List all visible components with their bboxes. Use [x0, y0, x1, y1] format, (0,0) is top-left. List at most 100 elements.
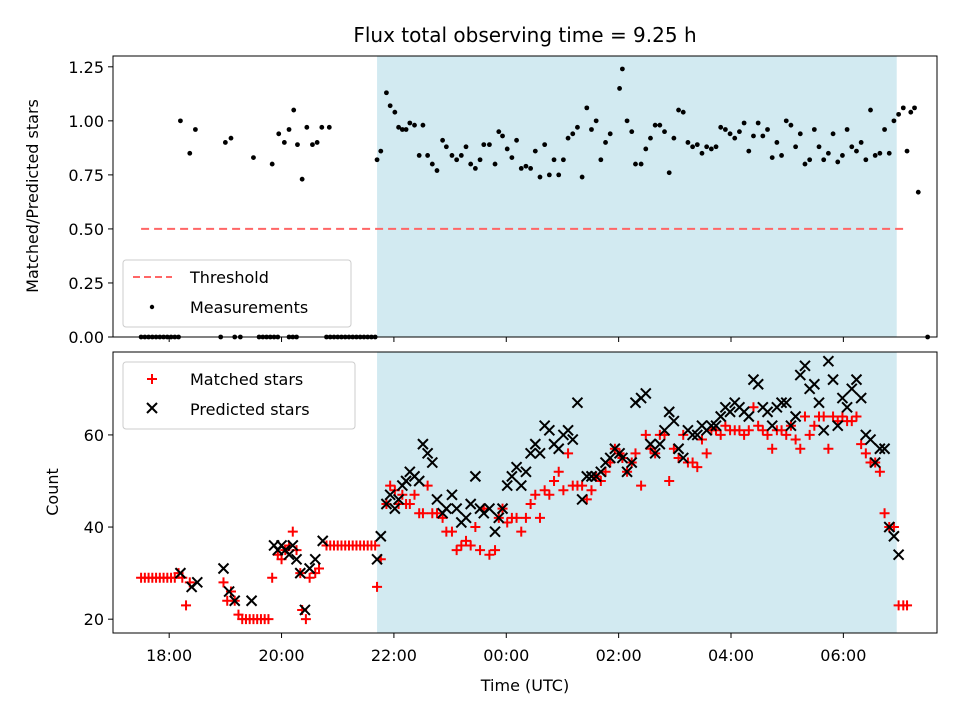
- measurement-point: [912, 105, 917, 111]
- ratio-y-tick-label: 0.00: [68, 328, 104, 347]
- ratio-y-tick-label: 1.00: [68, 112, 104, 131]
- predicted-point: [780, 396, 792, 409]
- predicted-point: [493, 512, 505, 524]
- measurement-point: [575, 124, 580, 130]
- matched-point: [799, 411, 810, 422]
- x-tick-label: 22:00: [371, 646, 417, 665]
- predicted-point: [529, 438, 542, 450]
- predicted-point: [571, 396, 584, 409]
- measurement-point: [830, 131, 836, 137]
- predicted-point: [752, 378, 764, 390]
- predicted-point: [799, 360, 811, 372]
- legend-measurements-label: Measurements: [190, 298, 308, 317]
- matched-point: [757, 425, 768, 436]
- measurement-point: [556, 172, 562, 178]
- predicted-point: [446, 489, 458, 501]
- measurement-point: [769, 155, 775, 160]
- measurement-point: [617, 86, 622, 91]
- measurement-point: [662, 129, 667, 135]
- measurement-point: [420, 122, 426, 128]
- predicted-point: [626, 456, 638, 469]
- measurement-point: [440, 137, 445, 143]
- measurement-point: [416, 153, 422, 158]
- measurement-point: [844, 127, 850, 132]
- measurement-point: [178, 118, 183, 124]
- count-panel-frame: [112, 351, 938, 634]
- count-legend: Matched stars Predicted stars: [122, 361, 356, 430]
- measurement-point: [281, 140, 287, 145]
- predicted-point: [450, 502, 463, 515]
- predicted-point: [496, 502, 509, 515]
- matched-point: [586, 485, 597, 496]
- predicted-point: [510, 461, 523, 473]
- predicted-point: [520, 466, 532, 478]
- matched-point: [181, 600, 192, 611]
- measurement-point: [276, 131, 282, 137]
- predicted-point: [384, 489, 396, 501]
- measurement-point: [690, 144, 696, 150]
- measurement-point: [718, 124, 724, 130]
- measurement-point: [565, 135, 571, 141]
- matched-point: [539, 485, 550, 496]
- measurement-point: [560, 157, 566, 163]
- measurement-point: [481, 142, 487, 148]
- measurement-point: [291, 107, 297, 113]
- predicted-point: [686, 429, 699, 441]
- measurement-point: [783, 118, 789, 124]
- predicted-point: [371, 553, 383, 566]
- predicted-point: [878, 443, 891, 455]
- matched-point: [287, 526, 298, 537]
- matched-point: [304, 572, 315, 583]
- predicted-point: [640, 387, 652, 400]
- predicted-point: [775, 396, 788, 409]
- predicted-point: [869, 456, 881, 469]
- measurement-point: [704, 144, 710, 150]
- matched-point: [267, 572, 278, 583]
- measurement-point: [509, 155, 515, 160]
- predicted-point: [506, 470, 518, 483]
- matched-point: [753, 420, 764, 431]
- predicted-point: [850, 373, 863, 386]
- measurement-point: [816, 144, 822, 150]
- predicted-point: [380, 498, 393, 510]
- predicted-point: [855, 392, 867, 404]
- predicted-point: [581, 470, 593, 483]
- predicted-point: [223, 585, 235, 598]
- predicted-point: [785, 419, 797, 432]
- measurement-point: [858, 140, 864, 145]
- matched-point: [225, 586, 236, 597]
- predicted-point: [174, 567, 187, 579]
- measurement-point: [546, 172, 552, 178]
- measurement-point: [551, 157, 557, 163]
- measurement-point: [304, 124, 310, 130]
- measurement-point: [496, 129, 502, 135]
- predicted-point: [534, 447, 546, 460]
- predicted-point: [501, 479, 513, 492]
- matched-point: [874, 466, 885, 477]
- matched-point: [516, 526, 527, 537]
- matched-point: [828, 411, 839, 422]
- matched-point: [465, 540, 476, 551]
- predicted-point: [616, 452, 629, 464]
- matched-point: [795, 443, 806, 454]
- predicted-point: [191, 576, 203, 589]
- measurement-point: [657, 122, 663, 128]
- matched-point: [525, 499, 536, 510]
- measurement-point: [904, 148, 910, 154]
- measurement-point: [443, 144, 449, 150]
- measurement-point: [514, 137, 519, 143]
- matched-point: [748, 402, 759, 413]
- measurement-point: [694, 142, 700, 148]
- predicted-point: [294, 567, 306, 579]
- measurement-point: [187, 150, 193, 156]
- measurement-point: [378, 148, 384, 154]
- measurement-point: [840, 153, 845, 158]
- predicted-point: [309, 553, 321, 566]
- matched-point: [490, 545, 501, 556]
- matched-point: [823, 443, 834, 454]
- predicted-point: [217, 562, 230, 575]
- measurement-point: [299, 176, 305, 182]
- measurement-point: [732, 135, 738, 141]
- predicted-point: [743, 410, 755, 423]
- measurement-point: [863, 157, 869, 163]
